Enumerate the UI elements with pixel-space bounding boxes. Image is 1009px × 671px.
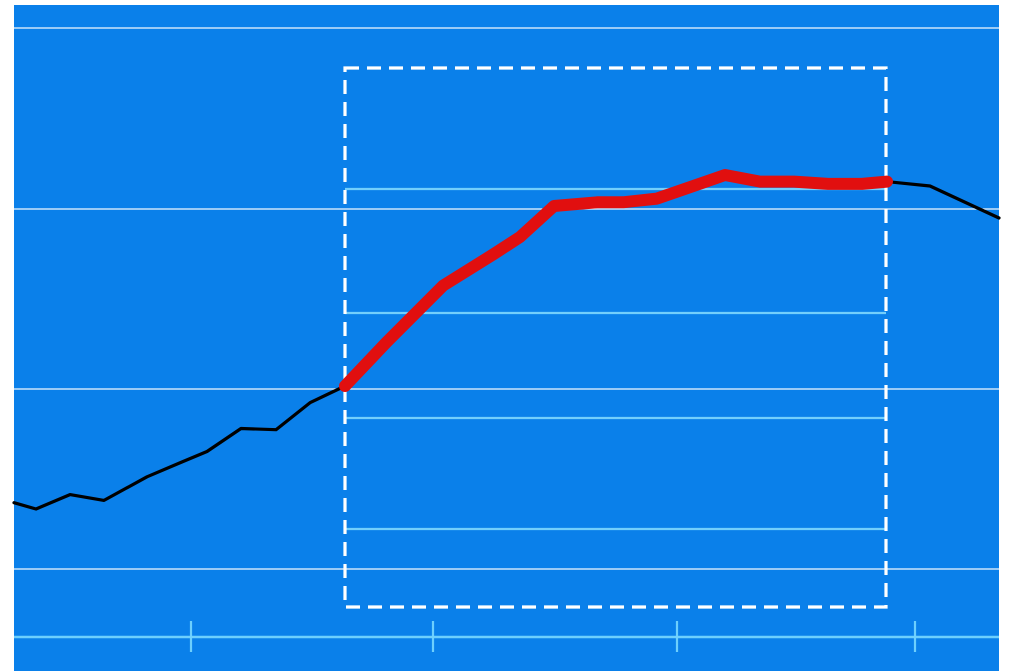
- highlight-box: [343, 66, 888, 609]
- plot-background: [14, 5, 999, 671]
- highlighted-series-segment: [339, 169, 893, 392]
